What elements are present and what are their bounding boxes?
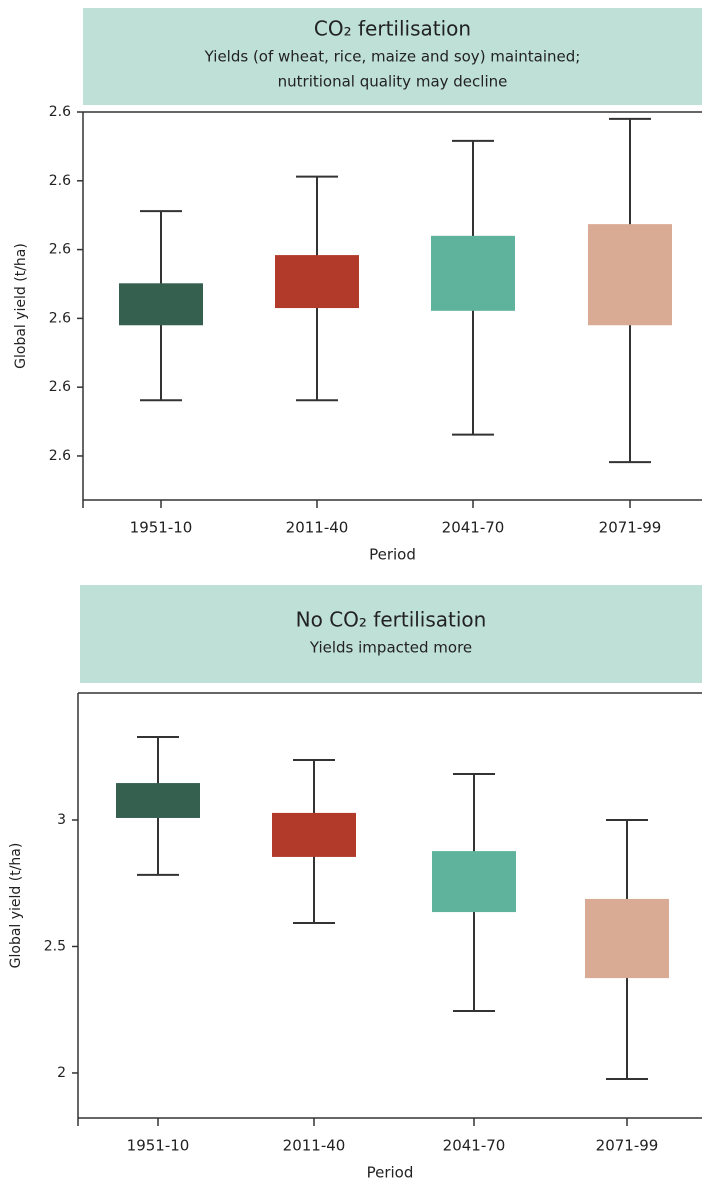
- chart-subtitle: Yields (of wheat, rice, maize and soy) m…: [204, 48, 581, 66]
- y-tick-label: 3: [57, 812, 66, 828]
- x-tick-label: 1951-10: [130, 519, 193, 537]
- chart-subtitle: Yields impacted more: [309, 639, 472, 657]
- y-tick-label: 2.6: [49, 242, 71, 258]
- box: [588, 224, 672, 326]
- y-tick-label: 2.6: [49, 379, 71, 395]
- x-tick-label: 2071-99: [596, 1137, 659, 1155]
- header-box: [80, 585, 702, 683]
- y-tick-label: 2.6: [49, 448, 71, 464]
- box: [272, 812, 356, 857]
- chart-subtitle: nutritional quality may decline: [278, 73, 508, 91]
- box: [432, 851, 516, 913]
- box: [431, 235, 515, 311]
- chart-title: CO₂ fertilisation: [314, 17, 471, 41]
- x-tick-label: 1951-10: [127, 1137, 190, 1155]
- y-tick-label: 2.6: [49, 104, 71, 120]
- y-axis-label: Global yield (t/ha): [13, 243, 29, 369]
- x-tick-label: 2041-70: [442, 519, 505, 537]
- x-tick-label: 2011-40: [286, 519, 349, 537]
- x-axis-label: Period: [367, 1164, 414, 1181]
- chart-title: No CO₂ fertilisation: [296, 608, 487, 632]
- x-tick-label: 2041-70: [443, 1137, 506, 1155]
- box: [119, 283, 203, 326]
- x-tick-label: 2071-99: [599, 519, 662, 537]
- y-tick-label: 2: [57, 1065, 66, 1081]
- y-axis-label: Global yield (t/ha): [8, 843, 24, 969]
- box: [116, 783, 200, 818]
- x-tick-label: 2011-40: [283, 1137, 346, 1155]
- y-tick-label: 2.6: [49, 310, 71, 326]
- box: [585, 898, 669, 979]
- header-box: [83, 8, 702, 105]
- x-axis-label: Period: [369, 546, 416, 564]
- box: [275, 255, 359, 309]
- y-tick-label: 2.6: [49, 173, 71, 189]
- y-tick-label: 2.5: [44, 938, 66, 954]
